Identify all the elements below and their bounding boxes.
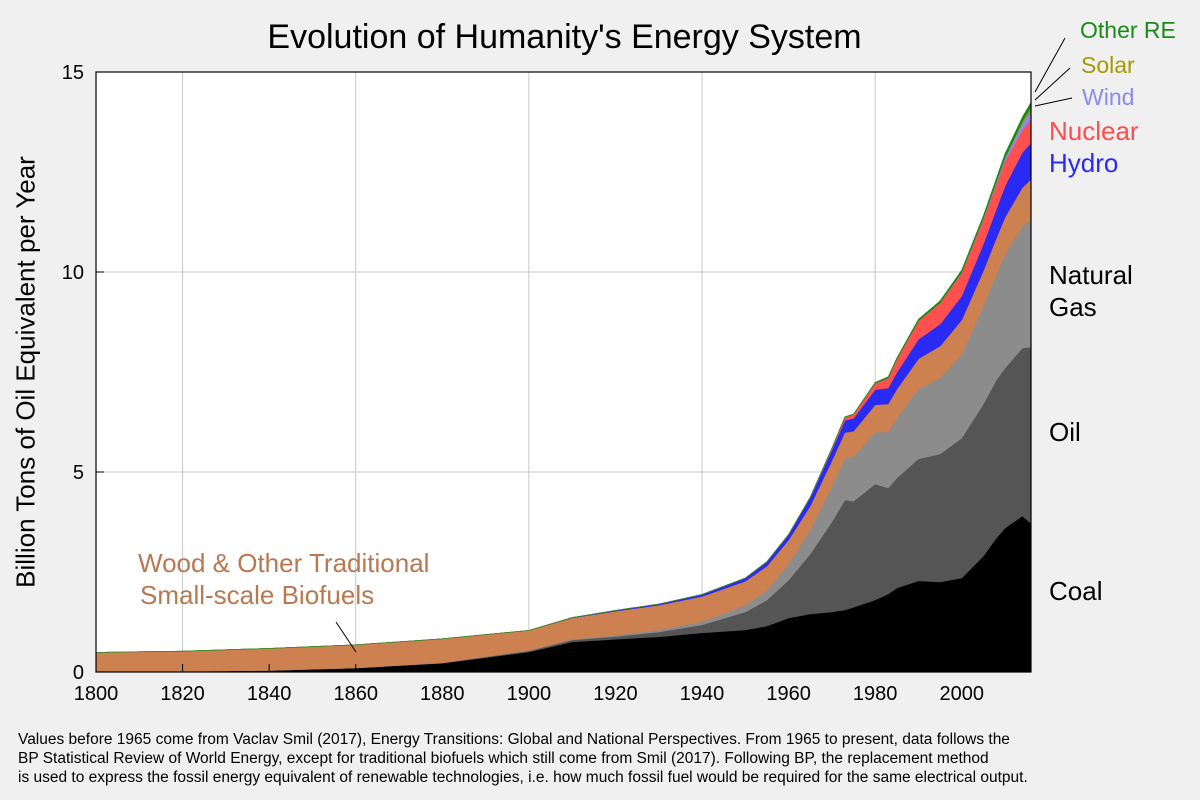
legend-label-natural-gas-line2: Gas — [1049, 292, 1097, 322]
legend-label-wind: Wind — [1082, 84, 1135, 110]
x-tick-label: 1880 — [420, 683, 465, 705]
legend-label-other-re: Other RE — [1080, 17, 1176, 43]
x-tick-label: 1940 — [680, 683, 725, 705]
footnote-line: Values before 1965 come from Vaclav Smil… — [18, 731, 1010, 748]
y-tick-label: 5 — [73, 462, 84, 484]
x-tick-label: 1800 — [74, 683, 119, 705]
x-tick-label: 1840 — [247, 683, 292, 705]
x-tick-label: 1820 — [160, 683, 205, 705]
source-footnote: Values before 1965 come from Vaclav Smil… — [18, 730, 1188, 787]
x-tick-label: 1920 — [593, 683, 638, 705]
legend-label-coal: Coal — [1049, 576, 1103, 606]
legend-label-biofuels-line2: Small-scale Biofuels — [140, 580, 375, 610]
chart-title: Evolution of Humanity's Energy System — [267, 18, 862, 56]
x-tick-label: 1980 — [853, 683, 898, 705]
legend-label-solar: Solar — [1081, 52, 1135, 78]
legend-label-natural-gas-line1: Natural — [1049, 260, 1133, 290]
footnote-line: BP Statistical Review of World Energy, e… — [18, 750, 989, 767]
y-tick-label: 0 — [73, 662, 84, 684]
footnote-line: is used to express the fossil energy equ… — [18, 769, 1028, 786]
pointer-biofuels — [335, 621, 357, 653]
legend-label-oil: Oil — [1049, 417, 1081, 447]
x-tick-label: 1900 — [507, 683, 552, 705]
label-pointers — [335, 37, 1073, 653]
y-tick-label: 10 — [62, 262, 84, 284]
plot-frame — [95, 71, 1032, 673]
y-tick-label: 15 — [62, 62, 84, 84]
x-tick-label: 2000 — [939, 683, 984, 705]
legend-label-nuclear: Nuclear — [1049, 116, 1139, 146]
legend-label-hydro: Hydro — [1049, 148, 1119, 178]
legend-label-biofuels-line1: Wood & Other Traditional — [138, 548, 430, 578]
x-tick-label: 1860 — [333, 683, 378, 705]
axes: 1800 1820 1840 1860 1880 1900 1920 1940 1960 1980… — [62, 62, 1032, 705]
energy-stacked-area-chart: 1800 1820 1840 1860 1880 1900 1920 1940 1960 1980… — [62, 37, 1073, 705]
pointer-other-re — [1034, 37, 1066, 93]
x-tick-label: 1960 — [766, 683, 811, 705]
pointer-wind — [1034, 97, 1073, 107]
pointer-solar — [1034, 67, 1071, 101]
